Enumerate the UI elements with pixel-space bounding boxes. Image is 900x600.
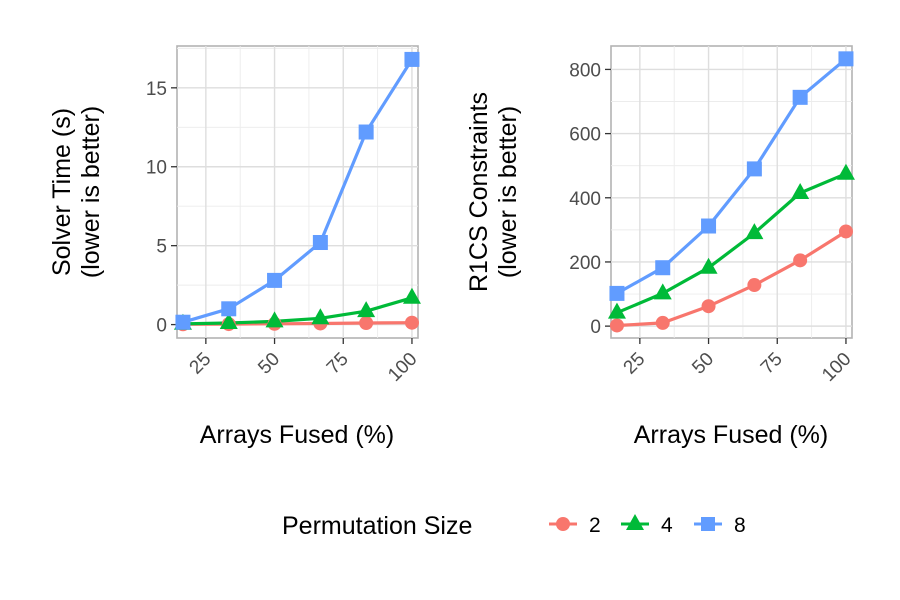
left-series-line-8	[182, 58, 414, 324]
right-series-points	[607, 51, 855, 333]
left-point-8	[358, 124, 374, 140]
right-point-4	[699, 257, 718, 274]
right-ytick-label: 0	[590, 317, 601, 338]
right-point-2	[655, 315, 670, 330]
circle-icon	[556, 517, 570, 531]
left-series-line-4	[182, 296, 413, 326]
right-series-lines	[616, 57, 848, 328]
left-ylabel-line2: (lower is better)	[77, 106, 105, 278]
right-point-2	[838, 224, 853, 239]
triangle-icon	[626, 514, 644, 530]
legend-label-4: 4	[661, 514, 673, 537]
right-point-4	[653, 283, 672, 300]
left-xtick-label: 50	[254, 349, 284, 379]
left-point-4	[265, 311, 284, 328]
left-ytick-label: 15	[146, 79, 167, 100]
left-point-4	[311, 308, 330, 325]
right-ylabel-line1: R1CS Constraints	[465, 92, 493, 292]
legend-item-2: 2	[549, 514, 601, 537]
right-point-4	[745, 223, 764, 240]
right-point-8	[609, 285, 625, 301]
right-xtick-label: 50	[688, 349, 718, 379]
right-ytick-label: 400	[569, 189, 601, 210]
left-point-4	[402, 287, 421, 304]
left-point-2	[404, 315, 419, 330]
right-ytick-label: 600	[569, 125, 601, 146]
right-point-2	[747, 278, 762, 293]
right-xtick-label: 25	[620, 349, 650, 379]
right-xtick-label: 100	[818, 349, 855, 386]
left-ytick-label: 10	[146, 158, 167, 179]
left-ytick-label: 5	[156, 237, 167, 258]
right-ylabel-line2: (lower is better)	[494, 106, 522, 278]
right-series-line-2	[616, 230, 847, 328]
left-point-4	[219, 313, 238, 330]
left-point-4	[357, 301, 376, 318]
right-point-8	[701, 218, 717, 234]
left-xlabel: Arrays Fused (%)	[200, 421, 394, 449]
right-series-line-4	[616, 172, 847, 315]
left-point-8	[267, 272, 283, 288]
left-ytick-label: 0	[156, 316, 167, 337]
right-series-line-8	[616, 57, 848, 295]
right-point-2	[793, 253, 808, 268]
right-gridlines	[611, 46, 852, 338]
left-point-8	[312, 235, 328, 251]
square-icon	[701, 517, 715, 531]
solver-time-panel: 25 50 75 100 0 5 10 15 Solver Time (s) (lower i…	[48, 45, 421, 449]
right-point-4	[791, 182, 810, 199]
right-point-8	[746, 161, 762, 177]
left-series-lines	[182, 58, 414, 326]
legend-item-8: 8	[694, 514, 746, 537]
right-ytick-label: 800	[569, 60, 601, 81]
left-point-2	[359, 316, 374, 331]
left-ylabel-line1: Solver Time (s)	[48, 108, 76, 276]
left-xtick-label: 75	[323, 349, 353, 379]
right-point-2	[609, 318, 624, 333]
legend-item-4: 4	[621, 514, 673, 537]
legend: Permutation Size 2 4 8	[282, 512, 746, 540]
right-xlabel: Arrays Fused (%)	[634, 421, 828, 449]
legend-label-8: 8	[734, 514, 746, 537]
legend-label-2: 2	[589, 514, 601, 537]
right-point-8	[838, 51, 854, 67]
right-point-2	[701, 299, 716, 314]
right-ytick-label: 200	[569, 253, 601, 274]
right-xtick-label: 75	[757, 349, 787, 379]
right-point-4	[607, 302, 626, 319]
left-xtick-label: 25	[186, 349, 216, 379]
legend-title: Permutation Size	[282, 512, 472, 540]
left-point-8	[221, 301, 237, 317]
left-point-8	[175, 314, 191, 330]
left-xtick-label: 100	[384, 349, 421, 386]
right-point-8	[655, 260, 671, 276]
left-panel-border	[176, 45, 419, 339]
left-point-8	[404, 51, 420, 67]
right-point-8	[792, 89, 808, 105]
left-series-points	[173, 51, 421, 332]
right-point-4	[836, 163, 855, 180]
